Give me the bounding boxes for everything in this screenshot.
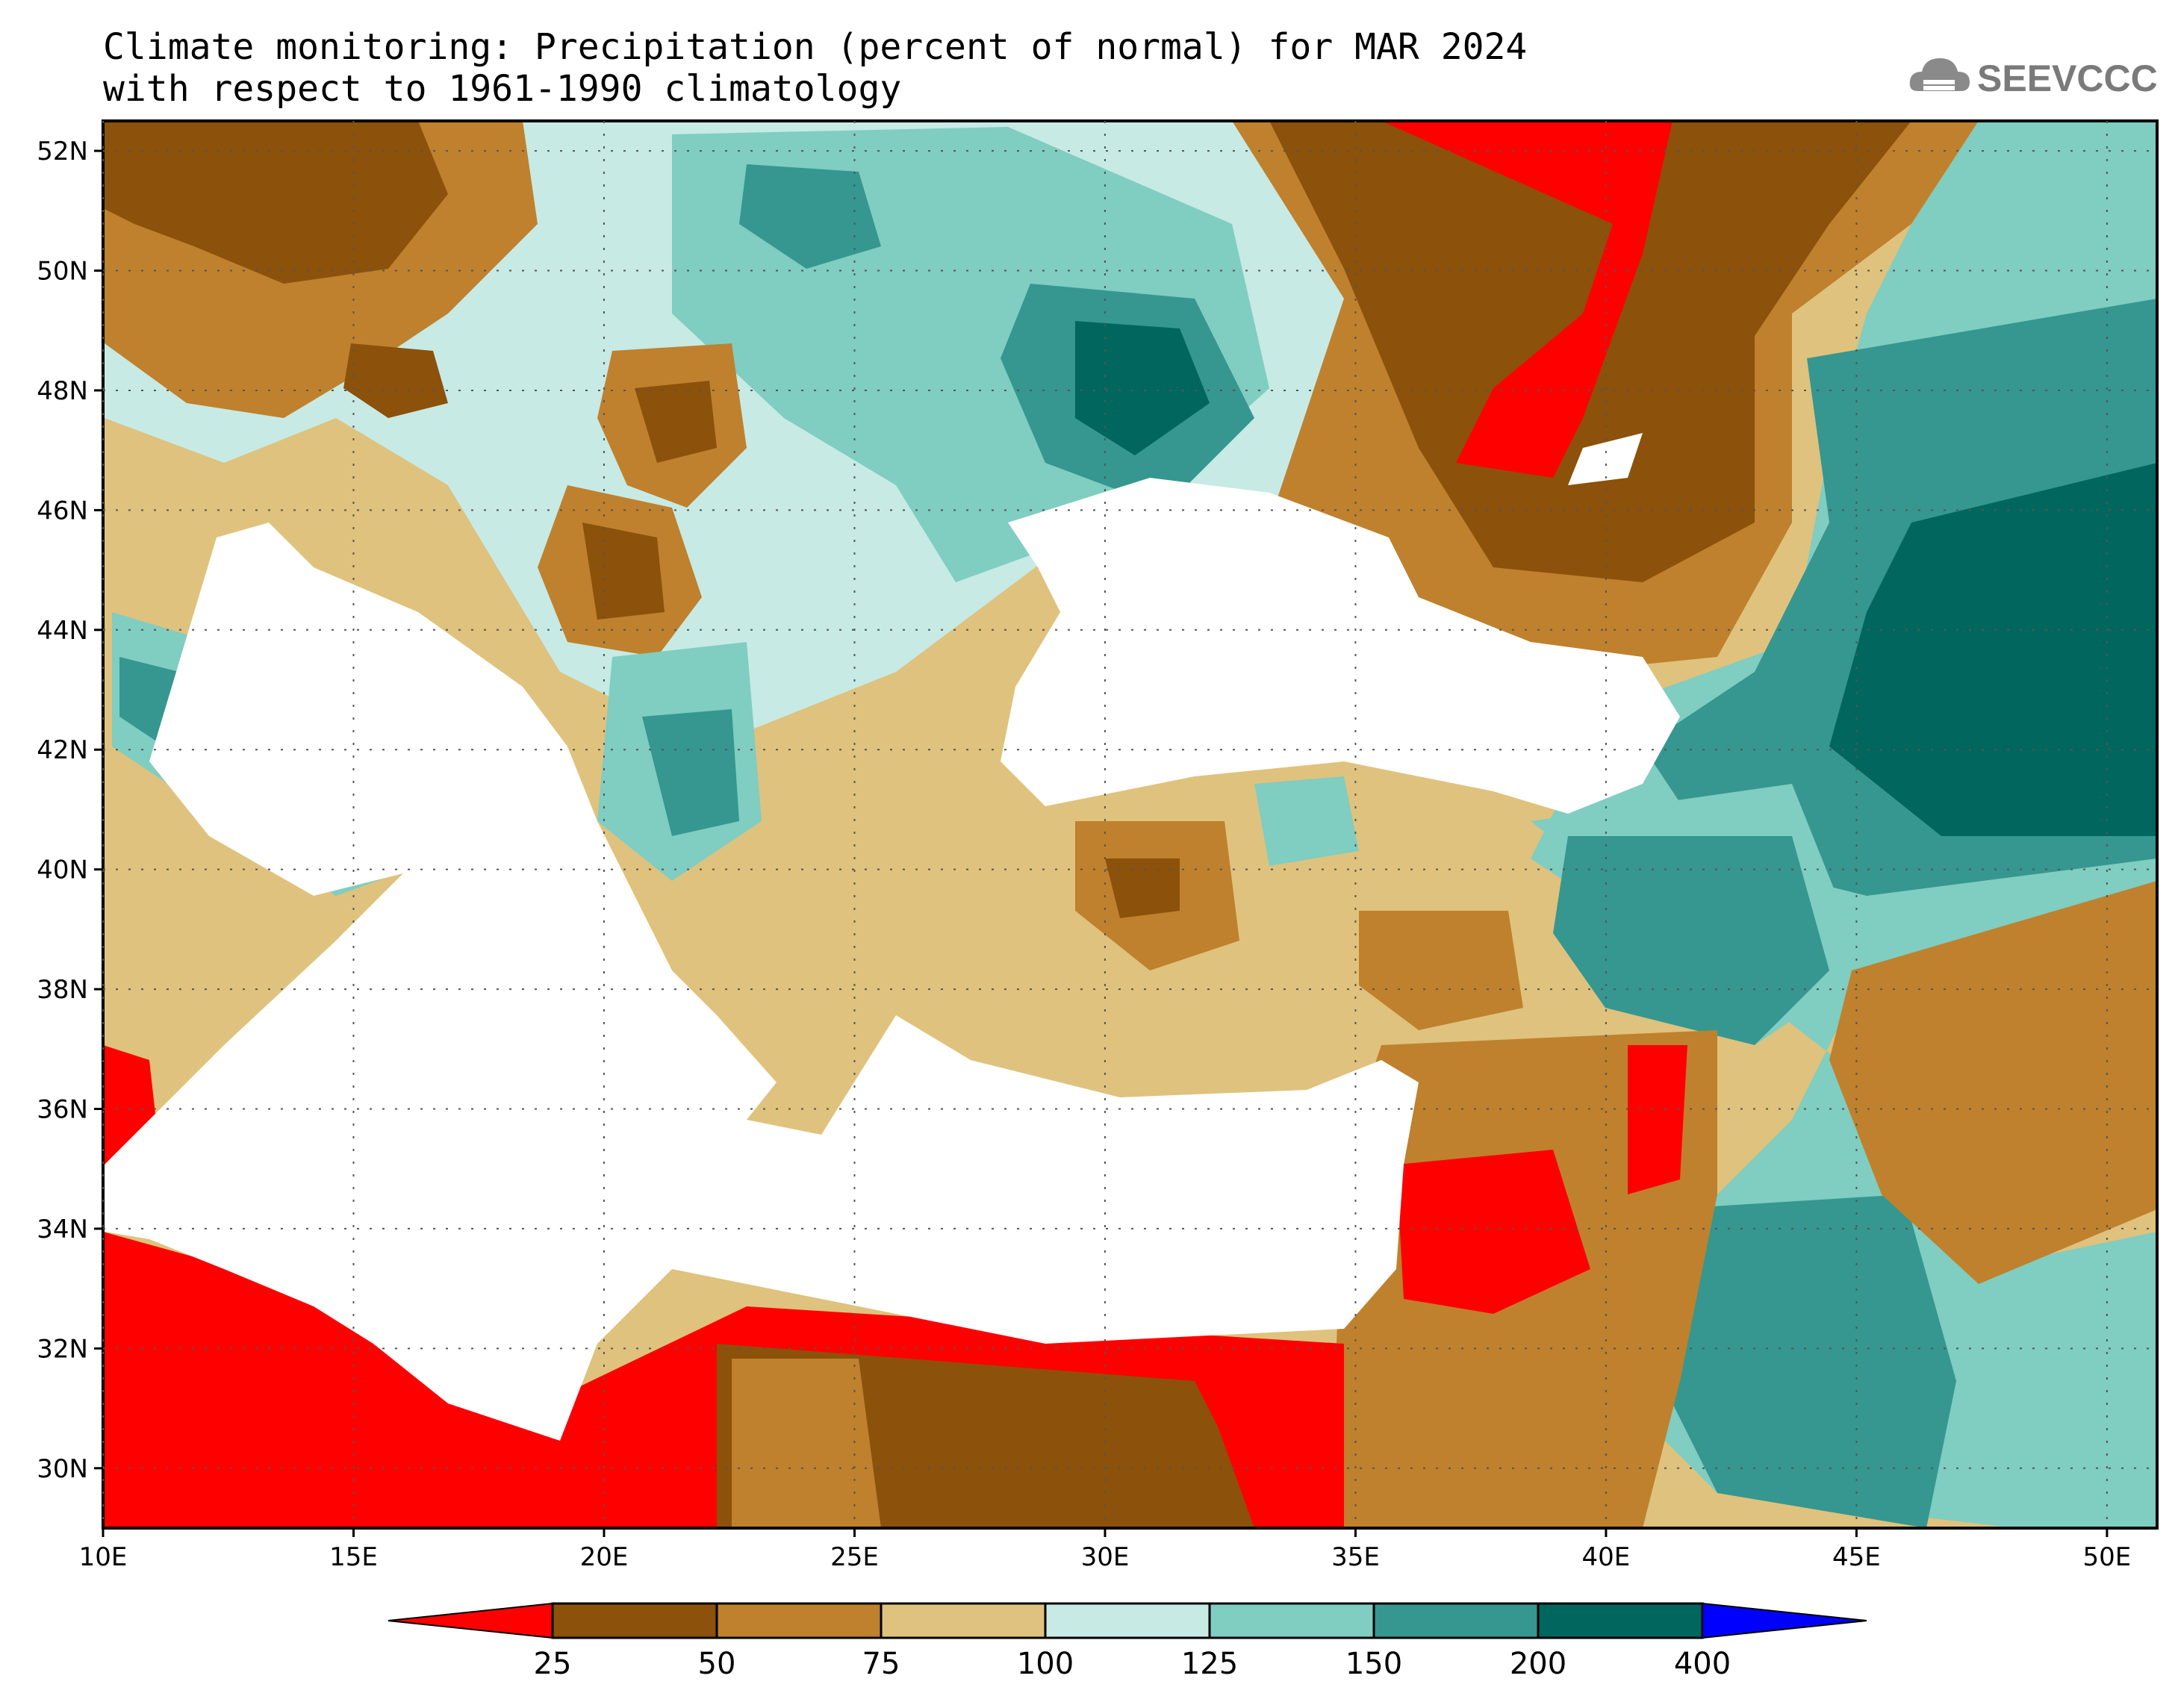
region-caucasus-darkest — [1829, 463, 2157, 836]
map-frame — [102, 119, 2159, 1530]
region-iraq-darkteal — [1643, 1194, 1956, 1528]
region-serbia-darkbrown — [582, 523, 665, 620]
region-libya-brown — [732, 1359, 881, 1528]
colorbar-swatch — [1044, 1602, 1211, 1639]
map-title-line2: with respect to 1961-1990 climatology — [103, 68, 902, 110]
colorbar-label: 75 — [862, 1647, 900, 1681]
lat-tick-label: 30N — [37, 1454, 88, 1484]
colorbar: 25 50 75 100 125 150 200 400 — [388, 1602, 1867, 1681]
lat-tick-label: 40N — [37, 855, 88, 885]
lon-tick-label: 10E — [79, 1542, 128, 1572]
lon-tick-label: 15E — [329, 1542, 378, 1572]
lon-tick-label: 50E — [2083, 1542, 2132, 1572]
colorbar-label: 50 — [698, 1647, 736, 1681]
colorbar-swatch — [551, 1602, 718, 1639]
lat-tick-label: 44N — [37, 616, 88, 646]
region-eastturkey-darkteal — [1553, 836, 1829, 1045]
region-slovakia-dark-teal — [739, 164, 881, 269]
sea-of-azov — [1568, 433, 1643, 485]
lon-tick-label: 25E — [830, 1542, 879, 1572]
colorbar-label: 150 — [1345, 1647, 1402, 1681]
map-title-line1: Climate monitoring: Precipitation (perce… — [103, 26, 1528, 68]
seevccc-logo: SEEVCCC — [1909, 57, 2156, 99]
region-macedonia-darkteal — [642, 709, 739, 836]
lat-tick-label: 38N — [37, 975, 88, 1005]
region-lebanon-red — [1396, 1150, 1590, 1314]
lon-labels: 10E 15E 20E 25E 30E 35E 40E 45E 50E — [79, 1528, 2132, 1572]
mediterranean-sea — [105, 523, 1419, 1441]
colorbar-label: 400 — [1674, 1647, 1731, 1681]
lat-tick-label: 50N — [37, 257, 88, 287]
lon-tick-label: 20E — [580, 1542, 629, 1572]
cloud-icon — [1909, 58, 1970, 91]
lat-tick-label: 36N — [37, 1095, 88, 1125]
lat-labels: 52N 50N 48N 46N 44N 42N 40N 38N 36N 34N 32N 30N — [37, 137, 103, 1484]
region-syria-red — [1628, 1045, 1687, 1194]
region-moldova-darkest — [1075, 321, 1210, 455]
colorbar-swatch — [880, 1602, 1047, 1639]
colorbar-low-arrow — [388, 1602, 553, 1639]
colorbar-high-arrow — [1702, 1602, 1867, 1639]
lon-tick-label: 45E — [1832, 1542, 1881, 1572]
lat-tick-label: 46N — [37, 496, 88, 526]
lat-tick-label: 52N — [37, 137, 88, 166]
region-donbas-red — [1381, 121, 1673, 478]
colorbar-label: 125 — [1181, 1647, 1238, 1681]
region-austria-darkbrown — [343, 343, 448, 418]
lat-tick-label: 48N — [37, 376, 88, 406]
lon-tick-label: 30E — [1081, 1542, 1130, 1572]
logo-text: SEEVCCC — [1977, 57, 2156, 99]
lat-tick-label: 42N — [37, 735, 88, 765]
region-sinai-red — [1210, 1403, 1344, 1528]
region-turkey-darkbrown — [1105, 858, 1180, 918]
region-czechia-darkbrown — [105, 121, 448, 284]
region-central-turkey-brown — [1359, 911, 1523, 1030]
black-sea — [1001, 478, 1680, 814]
colorbar-swatch — [1208, 1602, 1375, 1639]
colorbar-label: 200 — [1510, 1647, 1566, 1681]
region-iran-brown — [1829, 881, 2157, 1284]
region-hungary-darkbrown — [635, 381, 717, 463]
lon-tick-label: 40E — [1582, 1542, 1631, 1572]
region-north-turkey-teal — [1254, 776, 1359, 866]
lat-tick-label: 32N — [37, 1334, 88, 1364]
lon-tick-label: 35E — [1331, 1542, 1380, 1572]
map-fill-layer — [103, 121, 2157, 1528]
colorbar-swatch — [715, 1602, 883, 1639]
colorbar-label: 100 — [1017, 1647, 1074, 1681]
colorbar-swatch — [1537, 1602, 1704, 1639]
colorbar-label: 25 — [534, 1647, 572, 1681]
colorbar-swatch — [1372, 1602, 1540, 1639]
lat-tick-label: 34N — [37, 1215, 88, 1244]
